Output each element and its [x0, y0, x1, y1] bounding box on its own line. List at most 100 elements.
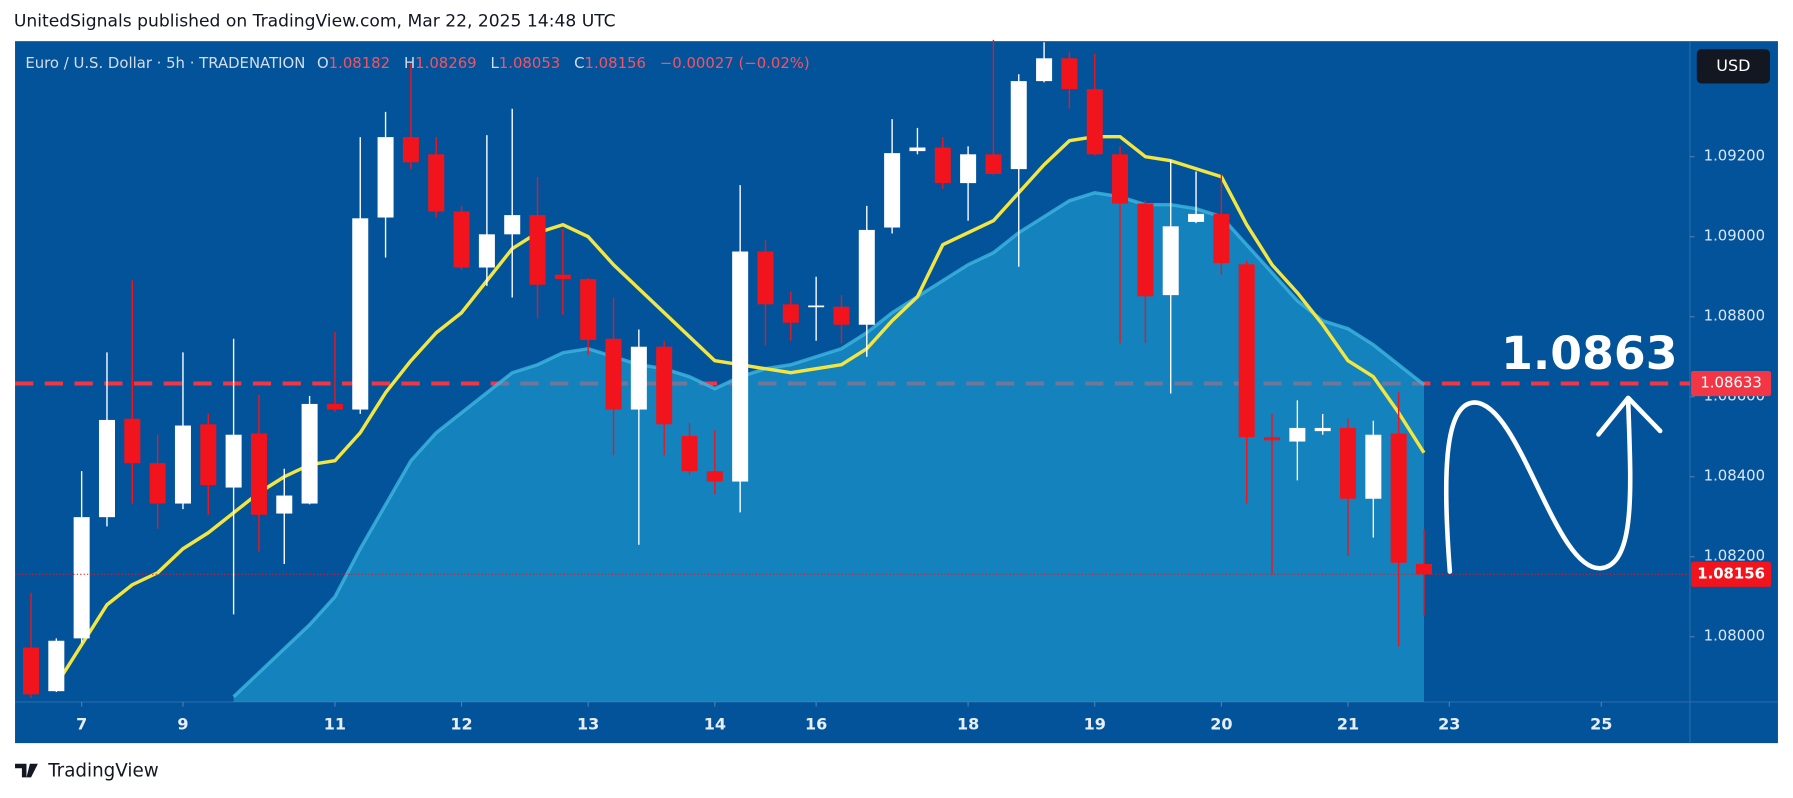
legend: Euro / U.S. Dollar · 5h · TRADENATION O1…	[25, 54, 809, 72]
annotation: 1.0863	[1501, 327, 1677, 380]
candle-body	[681, 435, 698, 472]
candle-body	[352, 218, 369, 410]
x-tick-label: 7	[76, 714, 87, 733]
last-price-tag	[1691, 561, 1772, 587]
candle-body	[1289, 427, 1306, 442]
candle-body	[1213, 213, 1230, 264]
candle-body	[960, 154, 977, 184]
x-tick-label: 25	[1590, 714, 1612, 733]
candle-body	[1112, 154, 1129, 204]
currency-button[interactable]	[1696, 49, 1770, 84]
candle-body	[1238, 264, 1255, 438]
candle-body	[1162, 226, 1179, 296]
logo-mark	[15, 763, 38, 778]
legend-text: Euro / U.S. Dollar · 5h · TRADENATION O1…	[25, 54, 809, 72]
x-tick-label: 12	[450, 714, 472, 733]
candle-body	[1086, 89, 1103, 155]
y-tick-label: 1.09200	[1704, 147, 1765, 165]
o-value: 1.08182	[329, 54, 390, 72]
candle-body	[1264, 437, 1281, 441]
y-tick-label: 1.08400	[1704, 467, 1765, 485]
candle-body	[326, 403, 343, 410]
candle-body	[858, 229, 875, 325]
candle-body	[985, 154, 1002, 174]
candle-body	[1036, 58, 1053, 82]
candle-body	[732, 251, 749, 482]
candle-body	[1365, 434, 1382, 499]
l-label: L	[491, 54, 500, 72]
brand: TradingView	[47, 761, 159, 782]
x-tick-label: 20	[1210, 714, 1232, 733]
candle-body	[934, 147, 951, 184]
x-tick-label: 13	[577, 714, 599, 733]
y-tick-label: 1.08000	[1704, 627, 1765, 645]
h-value: 1.08269	[415, 54, 476, 72]
candle-body	[884, 153, 901, 228]
candle-body	[48, 640, 65, 692]
candle-body	[478, 234, 495, 268]
last-price-label: 1.08156	[1697, 564, 1765, 582]
y-tick-label: 1.08200	[1704, 547, 1765, 565]
footer-logo: TradingView	[15, 761, 159, 782]
candle-body	[580, 279, 597, 340]
candle-body	[1314, 427, 1331, 432]
candle-body	[1188, 213, 1205, 222]
candle-body	[73, 517, 90, 639]
l-value: 1.08053	[499, 54, 560, 72]
x-tick-label: 14	[704, 714, 726, 733]
candle-body	[782, 304, 799, 323]
x-tick-label: 16	[805, 714, 827, 733]
x-tick-label: 11	[324, 714, 346, 733]
candle-body	[504, 215, 521, 235]
candle-body	[225, 434, 242, 488]
x-tick-label: 18	[957, 714, 979, 733]
candle-body	[1390, 433, 1407, 563]
candle-body	[22, 647, 40, 695]
o-label: O	[317, 54, 329, 72]
chart-layer: 1.080001.082001.084001.086001.088001.090…	[15, 39, 1772, 733]
candle-body	[124, 418, 141, 464]
candle-body	[1137, 203, 1154, 297]
change: −0.00027 (−0.02%)	[660, 54, 810, 72]
candle-body	[149, 463, 166, 504]
x-tick-label: 21	[1337, 714, 1359, 733]
c-label: C	[574, 54, 584, 72]
candle-body	[428, 154, 445, 212]
c-value: 1.08156	[585, 54, 646, 72]
publish-header: UnitedSignals published on TradingView.c…	[14, 12, 616, 32]
candle-body	[276, 495, 293, 514]
candle-body	[98, 419, 115, 518]
candle-body	[250, 433, 267, 515]
candle-body	[706, 471, 723, 482]
candle-body	[1061, 58, 1078, 90]
candle-body	[1340, 427, 1357, 499]
x-tick-label: 19	[1084, 714, 1106, 733]
candle-body	[757, 251, 774, 305]
candle-body	[301, 403, 318, 504]
arrow-head	[1596, 395, 1663, 437]
h-label: H	[404, 54, 415, 72]
x-tick-label: 9	[177, 714, 188, 733]
x-tick-label: 23	[1438, 714, 1460, 733]
candle-body	[377, 137, 394, 218]
drawn-arrow	[1443, 397, 1633, 574]
candle-body	[909, 147, 926, 152]
candle-body	[200, 424, 217, 486]
candle-body	[656, 346, 673, 425]
level-price-label: 1.08633	[1700, 374, 1761, 392]
candle-body	[1415, 563, 1432, 575]
level-price-tag	[1691, 370, 1772, 397]
candle-body	[1010, 81, 1027, 170]
candle-body	[833, 306, 850, 325]
candle-body	[605, 338, 622, 410]
y-tick-label: 1.08800	[1704, 307, 1765, 325]
candle-body	[630, 346, 647, 410]
candle-body	[402, 137, 419, 163]
candle-body	[174, 425, 191, 504]
candle-body	[808, 305, 825, 308]
y-tick-label: 1.09000	[1704, 227, 1765, 245]
symbol: Euro / U.S. Dollar · 5h · TRADENATION	[25, 54, 305, 72]
currency-label[interactable]: USD	[1716, 56, 1750, 75]
candle-body	[453, 211, 470, 268]
